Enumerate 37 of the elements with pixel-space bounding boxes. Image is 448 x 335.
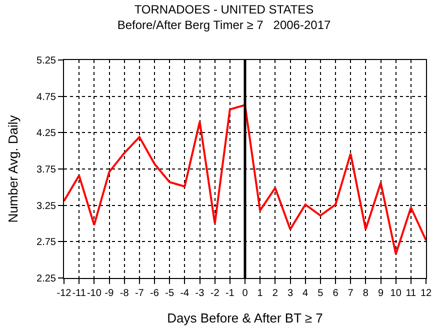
y-tick-label: 3.75	[36, 164, 56, 176]
x-axis-title: Days Before & After BT ≥ 7	[167, 310, 323, 326]
chart-title: TORNADOES - UNITED STATES	[134, 2, 314, 16]
y-tick-label: 4.75	[36, 92, 56, 103]
y-tick-label: 5.25	[36, 56, 56, 66]
x-tick-label: 6	[332, 288, 339, 299]
x-tick-label: -9	[104, 288, 114, 299]
x-tick-label: 1	[257, 288, 264, 299]
x-tick-label: 11	[406, 288, 417, 299]
x-tick-label: -11	[72, 288, 86, 299]
y-tick-label: 4.25	[36, 128, 56, 140]
x-tick-label: 0	[242, 288, 248, 299]
x-tick-label: 4	[302, 288, 309, 299]
x-tick-label: 9	[378, 288, 384, 299]
x-tick-label: 12	[420, 288, 432, 299]
y-tick-label: 2.25	[36, 274, 56, 284]
line-series	[64, 104, 426, 256]
x-tick-label: -7	[134, 288, 144, 299]
x-tick-label: 8	[362, 288, 369, 299]
x-tick-label: -12	[56, 288, 72, 299]
x-tick-label: -6	[150, 288, 160, 299]
y-tick-label: 2.75	[36, 237, 56, 248]
x-tick-label: -4	[180, 288, 190, 299]
x-tick-label: 7	[348, 288, 354, 299]
x-tick-label: 5	[318, 288, 324, 299]
y-tick-label: 3.25	[36, 200, 56, 212]
x-tick-label: 10	[390, 288, 402, 299]
x-tick-label: -2	[210, 288, 220, 299]
x-tick-label: 3	[287, 288, 294, 299]
x-tick-label: -5	[165, 288, 174, 299]
y-axis-title: Number Avg. Daily	[5, 114, 20, 223]
x-tick-label: -3	[195, 288, 205, 299]
x-tick-label: -8	[120, 288, 130, 299]
x-tick-label: -10	[86, 288, 102, 299]
x-tick-label: 2	[272, 288, 278, 299]
chart-subtitle: Before/After Berg Timer ≥ 7 2006-2017	[117, 18, 331, 32]
x-tick-label: -1	[225, 288, 235, 299]
